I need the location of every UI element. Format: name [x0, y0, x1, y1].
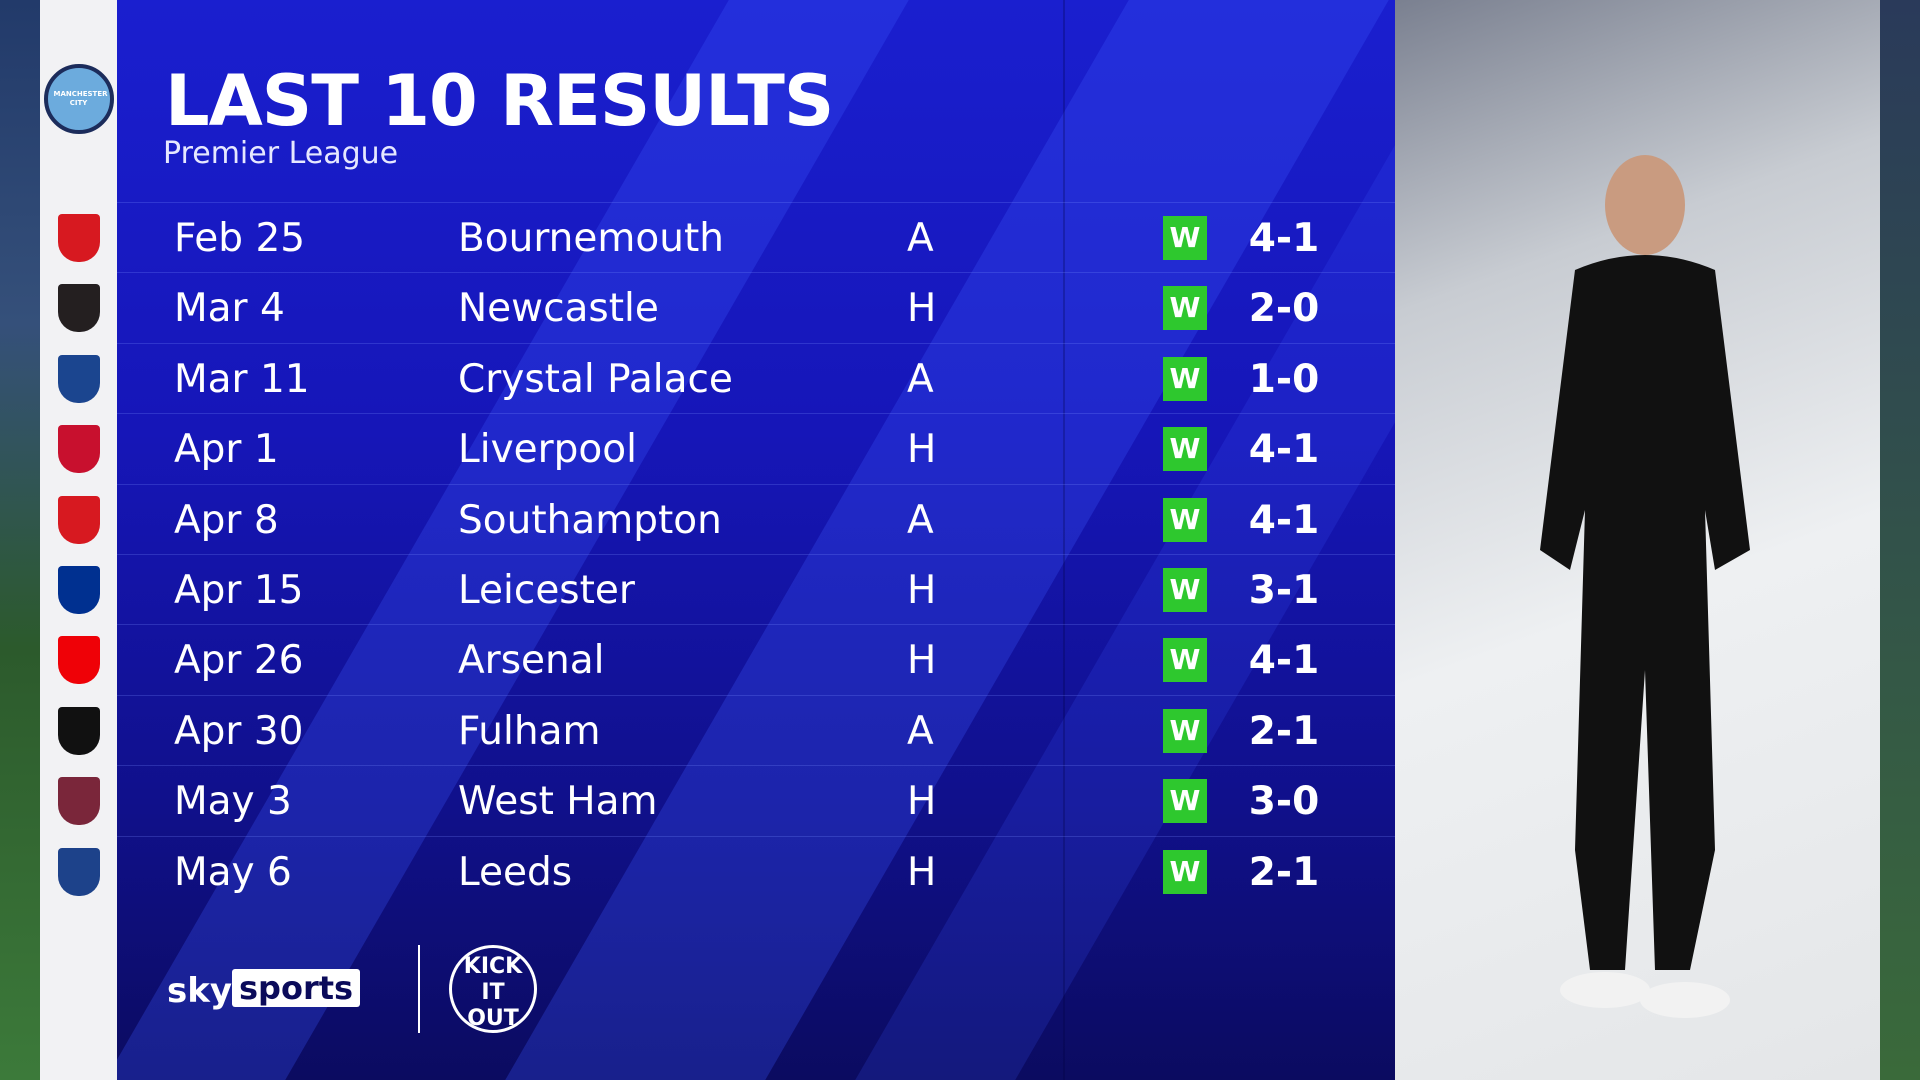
match-date: May 3 [174, 779, 292, 825]
score: 2-0 [1248, 286, 1320, 332]
opponent-crest-icon [57, 706, 100, 755]
column-divider [1063, 0, 1065, 1080]
opponent-name: Leeds [458, 849, 573, 895]
match-date: Feb 25 [174, 216, 306, 261]
manager-figure-icon [1540, 155, 1750, 1018]
result-badge: W [1163, 708, 1207, 753]
score: 3-1 [1248, 568, 1320, 613]
venue: A [907, 497, 934, 543]
result-badge: W [1163, 286, 1207, 331]
page-title: LAST 10 RESULTS [165, 60, 834, 142]
man-city-crest-icon: MANCHESTER CITY [43, 64, 114, 134]
score: 3-0 [1248, 779, 1320, 825]
result-row: Apr 30 Fulham A W 2-1 [117, 694, 1395, 765]
opponent-name: Southampton [458, 497, 722, 543]
match-date: Apr 8 [174, 497, 279, 543]
venue: A [907, 356, 934, 402]
venue: H [907, 849, 937, 895]
opponent-crest-icon [57, 425, 100, 474]
opponent-name: Arsenal [458, 638, 605, 684]
opponent-name: West Ham [458, 779, 658, 825]
opponent-crest-icon [57, 566, 100, 614]
venue: A [907, 216, 934, 261]
opponent-name: Bournemouth [458, 216, 724, 261]
match-date: Mar 11 [174, 356, 310, 402]
opponent-crest-icon [57, 354, 100, 403]
score: 4-1 [1248, 216, 1320, 261]
match-date: May 6 [174, 849, 292, 895]
score: 2-1 [1248, 708, 1320, 754]
opponent-crest-icon [57, 777, 100, 826]
result-badge: W [1163, 356, 1207, 401]
opponent-name: Leicester [458, 568, 635, 613]
opponent-name: Liverpool [458, 427, 637, 473]
opponent-name: Crystal Palace [458, 356, 733, 402]
opponent-crest-icon [57, 495, 100, 544]
result-row: May 6 Leeds H W 2-1 [117, 835, 1395, 906]
match-date: Apr 30 [174, 708, 304, 754]
result-badge: W [1163, 497, 1207, 542]
opponent-crest-icon [57, 214, 100, 262]
result-badge: W [1163, 638, 1207, 683]
result-badge: W [1163, 216, 1207, 260]
opponent-name: Fulham [458, 708, 601, 754]
result-row: Feb 25 Bournemouth A W 4-1 [117, 202, 1395, 272]
score: 4-1 [1248, 427, 1320, 473]
match-date: Apr 1 [174, 427, 279, 473]
stadium-background-left [0, 0, 40, 1080]
result-badge: W [1163, 427, 1207, 472]
competition-subtitle: Premier League [163, 136, 399, 171]
result-row: May 3 West Ham H W 3-0 [117, 765, 1395, 835]
results-panel: LAST 10 RESULTS Premier League Feb 25 Bou… [117, 0, 1395, 1080]
crest-lettering: MANCHESTER CITY [53, 90, 108, 107]
logo-divider [418, 945, 420, 1033]
result-row: Mar 11 Crystal Palace A W 1-0 [117, 342, 1395, 413]
broadcaster-logos: sky sports KICK IT OUT [167, 945, 567, 1045]
result-row: Apr 1 Liverpool H W 4-1 [117, 413, 1395, 483]
stadium-background-right [1880, 0, 1920, 1080]
crest-column: MANCHESTER CITY [40, 0, 117, 1080]
opponent-crest-icon [57, 284, 100, 333]
venue: H [907, 427, 937, 473]
opponent-name: Newcastle [458, 286, 659, 332]
manager-photo [1395, 0, 1880, 1080]
result-row: Apr 8 Southampton A W 4-1 [117, 483, 1395, 554]
result-badge: W [1163, 568, 1207, 612]
kick-it-out-logo: KICK IT OUT [449, 945, 537, 1033]
score: 4-1 [1248, 497, 1320, 543]
opponent-crest-icon [57, 636, 100, 685]
match-date: Apr 26 [174, 638, 304, 684]
venue: H [907, 286, 937, 332]
result-badge: W [1163, 849, 1207, 894]
opponent-crest-icon [57, 847, 100, 896]
venue: A [907, 708, 934, 754]
match-date: Mar 4 [174, 286, 285, 332]
venue: H [907, 568, 937, 613]
match-date: Apr 15 [174, 568, 304, 613]
result-badge: W [1163, 779, 1207, 824]
sky-logo: sky [167, 971, 233, 1011]
venue: H [907, 638, 937, 684]
score: 2-1 [1248, 849, 1320, 895]
result-row: Apr 26 Arsenal H W 4-1 [117, 624, 1395, 694]
result-row: Mar 4 Newcastle H W 2-0 [117, 272, 1395, 342]
score: 4-1 [1248, 638, 1320, 684]
venue: H [907, 779, 937, 825]
sports-logo: sports [232, 969, 361, 1007]
score: 1-0 [1248, 356, 1320, 402]
result-row: Apr 15 Leicester H W 3-1 [117, 554, 1395, 624]
